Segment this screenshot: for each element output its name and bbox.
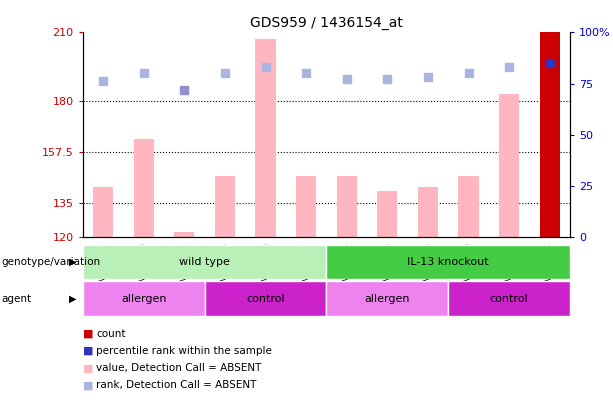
Bar (83, 281, 205, 316)
Bar (256, 39, 276, 237)
Text: wild type: wild type (179, 257, 230, 267)
Bar (93, 187, 113, 237)
Bar (174, 232, 194, 237)
Bar (205, 281, 327, 316)
Text: ▶: ▶ (69, 257, 76, 267)
Bar (327, 281, 448, 316)
Text: control: control (246, 294, 285, 304)
Bar (83, 245, 327, 279)
Bar (448, 281, 570, 316)
Text: ▶: ▶ (69, 294, 76, 304)
Bar (418, 187, 438, 237)
Text: genotype/variation: genotype/variation (1, 257, 101, 267)
Text: allergen: allergen (365, 294, 410, 304)
Bar (337, 175, 357, 237)
Bar (134, 139, 154, 237)
Text: count: count (96, 329, 126, 339)
Text: percentile rank within the sample: percentile rank within the sample (96, 346, 272, 356)
Text: allergen: allergen (121, 294, 166, 304)
Title: GDS959 / 1436154_at: GDS959 / 1436154_at (250, 16, 403, 30)
Text: value, Detection Call = ABSENT: value, Detection Call = ABSENT (96, 363, 262, 373)
Text: IL-13 knockout: IL-13 knockout (408, 257, 489, 267)
Text: agent: agent (1, 294, 31, 304)
Bar (296, 175, 316, 237)
Bar (459, 175, 479, 237)
Bar (215, 175, 235, 237)
Bar (377, 192, 397, 237)
Bar (499, 94, 519, 237)
Text: ■: ■ (83, 329, 93, 339)
Bar (327, 245, 570, 279)
Text: control: control (490, 294, 528, 304)
Text: ■: ■ (83, 363, 93, 373)
Text: ■: ■ (83, 346, 93, 356)
Bar (539, 32, 560, 237)
Text: ■: ■ (83, 380, 93, 390)
Text: rank, Detection Call = ABSENT: rank, Detection Call = ABSENT (96, 380, 257, 390)
